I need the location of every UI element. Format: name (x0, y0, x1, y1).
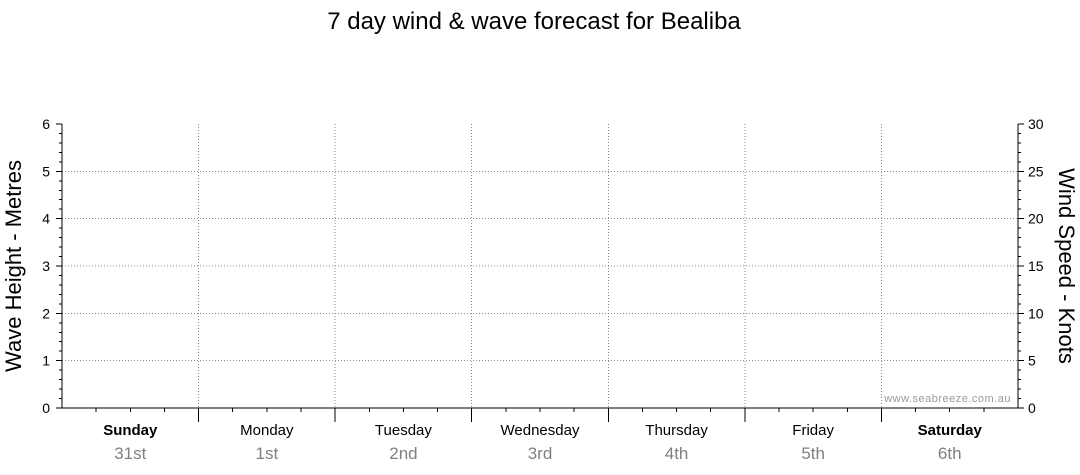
right-tick-label: 20 (1028, 211, 1044, 227)
day-date-label: 2nd (389, 444, 417, 463)
day-date-label: 3rd (528, 444, 553, 463)
right-tick-label: 25 (1028, 163, 1044, 179)
day-date-label: 31st (114, 444, 146, 463)
day-axis: Sunday 31st Monday 1st Tuesday 2nd Wednesday 3r… (95, 408, 985, 463)
left-axis: 0 1 2 3 4 5 6 (42, 116, 62, 416)
left-axis-title: Wave Height - Metres (1, 160, 26, 372)
right-tick-label: 10 (1028, 305, 1044, 321)
day-name-label: Sunday (103, 422, 158, 439)
grid (62, 124, 1018, 408)
day-name-label: Saturday (918, 422, 983, 439)
day-name-label: Monday (240, 422, 294, 439)
left-tick-label: 3 (42, 258, 50, 274)
right-tick-label: 15 (1028, 258, 1044, 274)
day-date-label: 1st (256, 444, 279, 463)
day-name-label: Thursday (645, 422, 708, 439)
left-tick-label: 4 (42, 211, 50, 227)
right-axis: 0 5 10 15 20 25 30 (1018, 116, 1044, 416)
day-date-label: 4th (665, 444, 689, 463)
day-name-label: Wednesday (501, 422, 580, 439)
right-axis-title: Wind Speed - Knots (1054, 168, 1079, 364)
day-name-label: Tuesday (375, 422, 432, 439)
left-tick-label: 5 (42, 163, 50, 179)
day-date-label: 6th (938, 444, 962, 463)
right-tick-label: 5 (1028, 353, 1036, 369)
watermark-text: www.seabreeze.com.au (883, 393, 1011, 405)
day-date-label: 5th (801, 444, 825, 463)
right-tick-label: 0 (1028, 400, 1036, 416)
chart-title: 7 day wind & wave forecast for Bealiba (327, 8, 741, 35)
left-tick-label: 1 (42, 353, 50, 369)
right-tick-label: 30 (1028, 116, 1044, 132)
left-tick-label: 2 (42, 305, 50, 321)
day-name-label: Friday (792, 422, 834, 439)
left-tick-label: 0 (42, 400, 50, 416)
left-tick-label: 6 (42, 116, 50, 132)
